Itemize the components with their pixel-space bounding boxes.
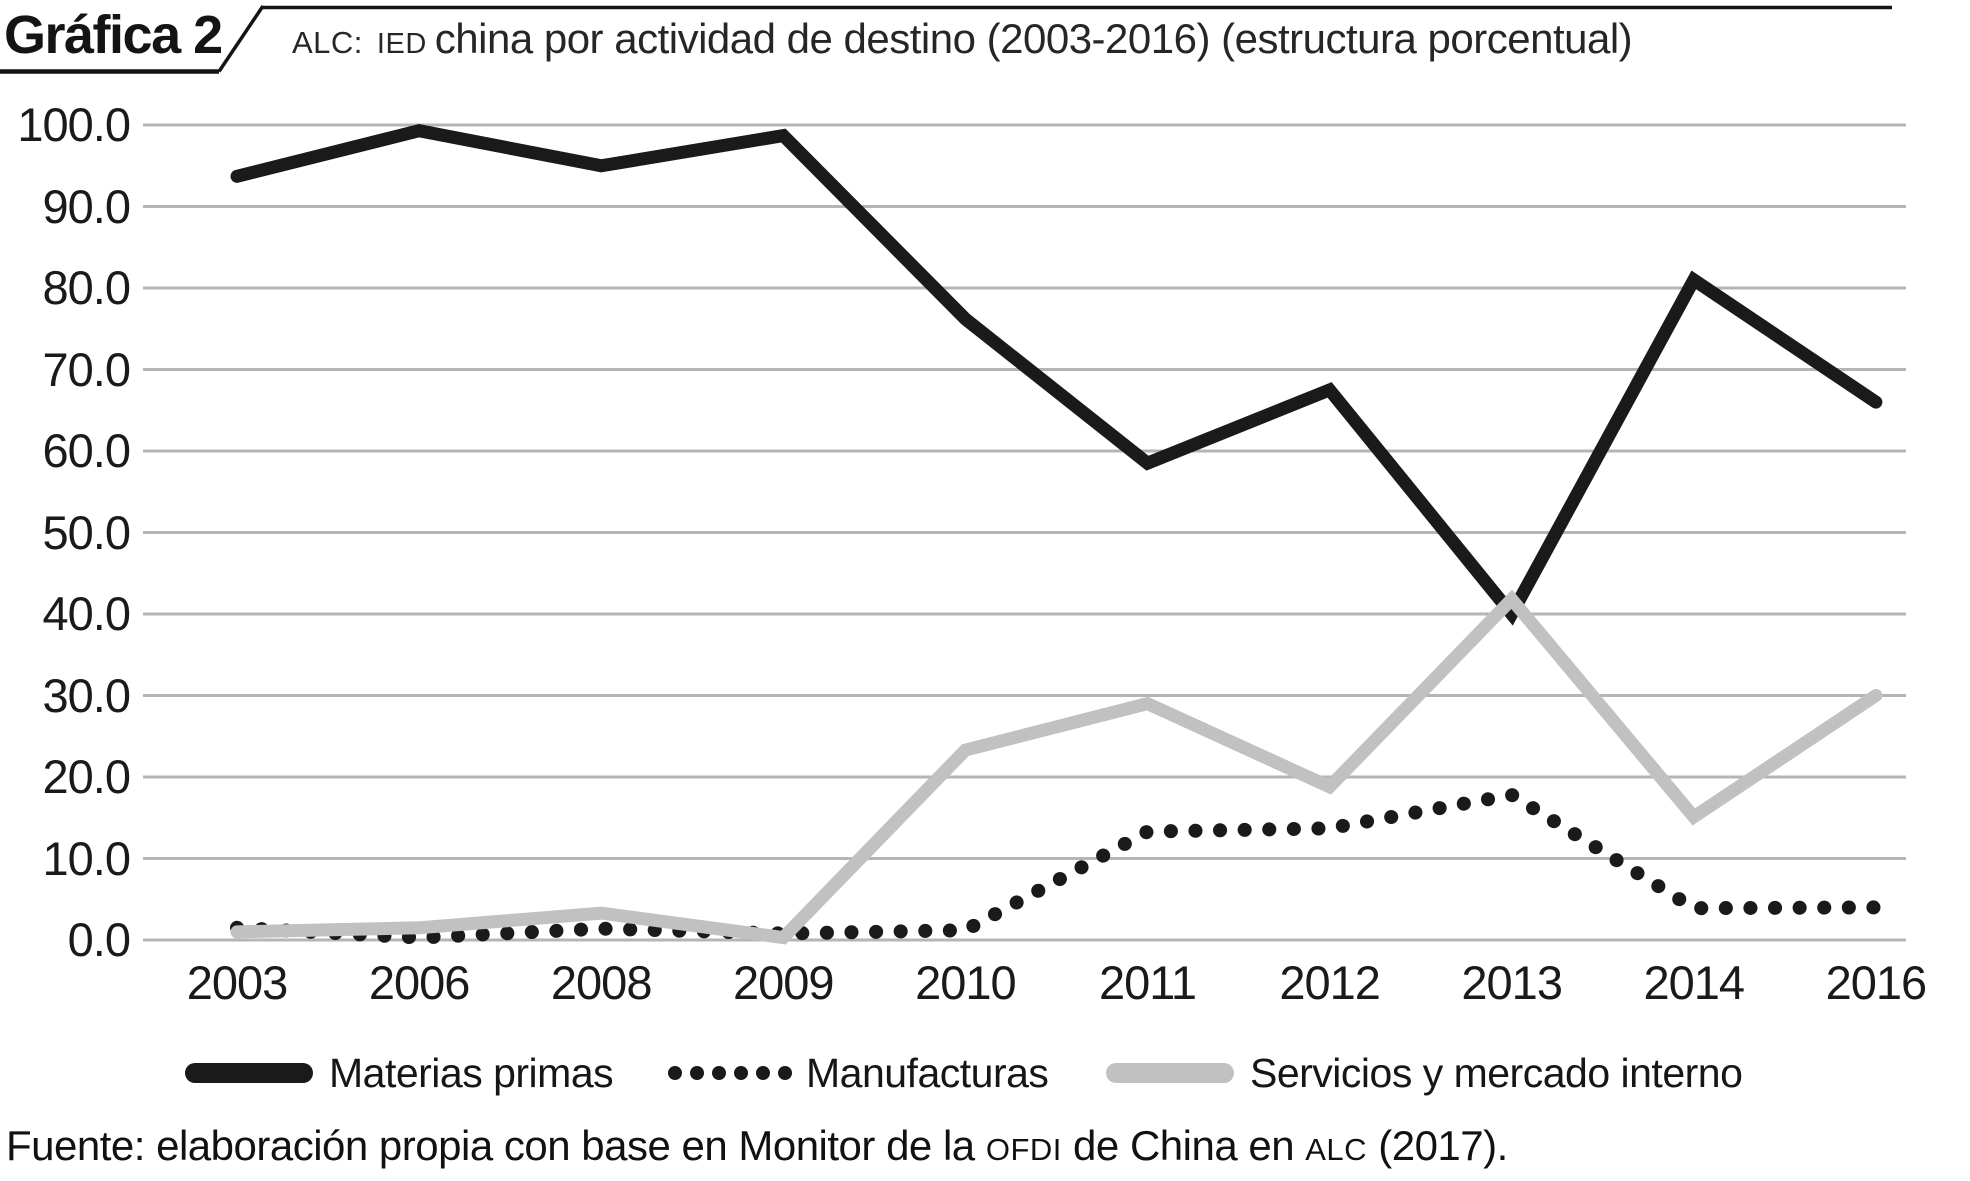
gridlines — [143, 123, 1906, 942]
figure-label: Gráfica 2 — [4, 5, 223, 65]
legend-dot — [756, 1066, 770, 1080]
title-slash-rule — [217, 5, 265, 73]
legend-label: Servicios y mercado interno — [1250, 1049, 1743, 1096]
source-note: Fuente: elaboración propia con base en M… — [6, 1122, 1508, 1170]
legend-item-materias-primas: Materias primas — [185, 1048, 614, 1098]
legend-swatch-dotted-line — [668, 1066, 792, 1080]
legend-dot — [712, 1066, 726, 1080]
y-tick-label: 100.0 — [17, 98, 131, 151]
x-tick-label: 2012 — [1279, 956, 1381, 1009]
series-line-materias-primas — [230, 124, 1883, 626]
title-rules — [0, 5, 1892, 74]
legend-dot — [690, 1066, 704, 1080]
y-tick-label: 90.0 — [42, 179, 131, 233]
x-tick-label: 2010 — [915, 956, 1017, 1009]
y-tick-label: 60.0 — [42, 424, 131, 477]
y-tick-label: 50.0 — [42, 505, 131, 559]
legend-swatch-solid-gray-line — [1106, 1063, 1234, 1083]
subtitle-text: china por actividad de destino (2003-201… — [434, 15, 1633, 62]
subtitle-acronym-ied: IED — [376, 28, 427, 60]
x-tick-label: 2011 — [1098, 956, 1197, 1009]
y-tick-label: 80.0 — [42, 261, 131, 314]
legend-swatch-solid-black-line — [185, 1063, 313, 1083]
source-text: de China en — [1061, 1122, 1306, 1169]
figure-subtitle: ALC: IED china por actividad de destino (2… — [292, 10, 1633, 73]
x-tick-label: 2003 — [186, 956, 289, 1009]
source-acronym-ofdi: OFDI — [985, 1132, 1062, 1167]
series-lines — [230, 124, 1883, 945]
y-tick-label: 20.0 — [42, 750, 131, 803]
legend-dot — [778, 1066, 792, 1080]
legend-dot — [734, 1066, 748, 1080]
x-tick-label: 2013 — [1461, 956, 1563, 1009]
source-text: (2017). — [1367, 1122, 1508, 1169]
x-tick-label: 2014 — [1643, 956, 1746, 1009]
legend-item-manufacturas: Manufacturas — [668, 1048, 1049, 1098]
series-line-servicios-y-mercado-interno — [230, 589, 1883, 945]
legend-label: Manufacturas — [806, 1049, 1049, 1096]
x-tick-label: 2016 — [1825, 956, 1928, 1009]
subtitle-acronym-alc: ALC: — [292, 25, 363, 60]
y-tick-label: 70.0 — [42, 342, 131, 396]
source-text: Fuente: elaboración propia con base en M… — [6, 1122, 986, 1169]
y-tick-label: 10.0 — [42, 831, 131, 885]
series-line-manufacturas — [230, 787, 1883, 945]
x-tick-label: 2008 — [550, 956, 653, 1009]
y-tick-label: 40.0 — [42, 587, 131, 640]
x-tick-label: 2009 — [733, 956, 835, 1009]
legend-label: Materias primas — [329, 1049, 614, 1096]
x-tick-label: 2006 — [368, 956, 471, 1009]
y-tick-label: 30.0 — [42, 668, 131, 722]
legend-item-servicios: Servicios y mercado interno — [1106, 1048, 1743, 1098]
y-tick-label: 0.0 — [67, 913, 131, 966]
source-acronym-alc: ALC — [1305, 1132, 1368, 1167]
legend-dot — [668, 1066, 682, 1080]
